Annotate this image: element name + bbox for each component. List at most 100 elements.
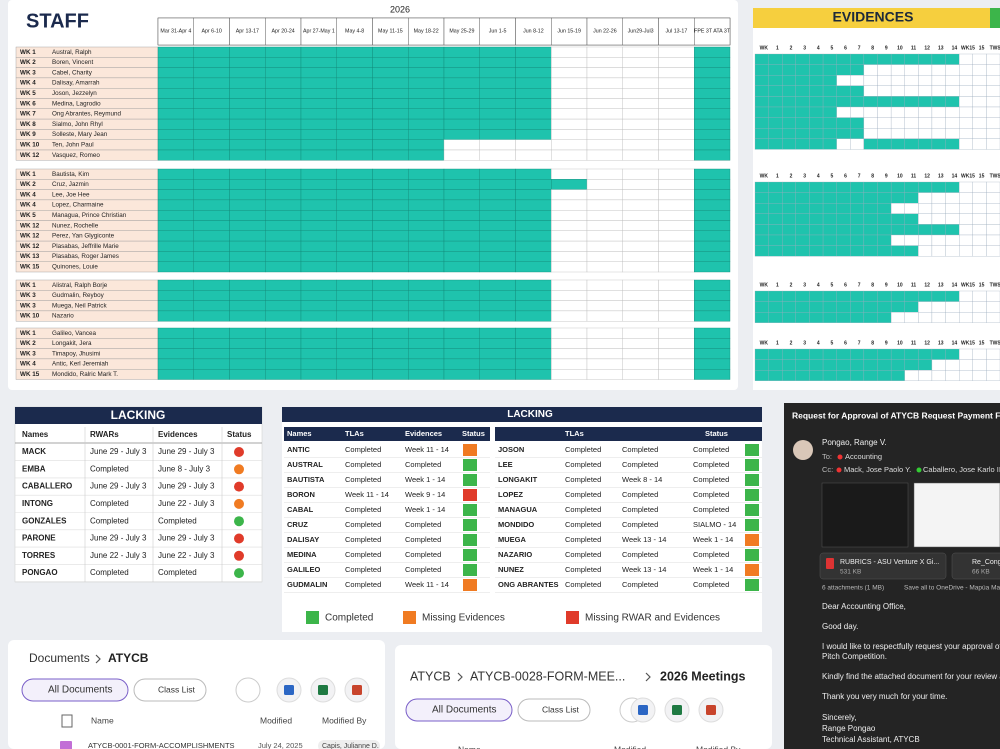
person-chip (318, 740, 380, 749)
schedule-cell (658, 338, 695, 349)
schedule-cell (372, 179, 409, 190)
staff-name: Solleste, Mary Jean (52, 131, 108, 138)
evidence-status: June 22 - July 3 (158, 551, 215, 560)
evidence-cell (754, 290, 769, 302)
evidence-cell (754, 213, 769, 225)
evidence-cell (890, 234, 905, 246)
schedule-cell (372, 57, 409, 68)
schedule-cell (157, 67, 194, 79)
evidence-cell (945, 64, 960, 76)
attachment-name[interactable]: Re_Cong... (972, 559, 1000, 566)
evidence-cell (754, 117, 769, 129)
schedule-cell (658, 67, 695, 79)
schedule-cell (586, 251, 623, 262)
schedule-cell (408, 179, 445, 190)
schedule-cell (658, 46, 695, 58)
evidence-status: Completed (622, 460, 658, 469)
schedule-cell (694, 261, 731, 273)
evidence-cell (754, 128, 769, 139)
evidence-cell (768, 117, 783, 129)
evidence-cell (768, 234, 783, 246)
office-icon (638, 705, 648, 715)
filter-button[interactable] (235, 677, 261, 703)
schedule-cell (300, 327, 337, 339)
evidence-column-header: 1 (776, 173, 779, 179)
status-square (745, 474, 759, 486)
evidence-cell (795, 359, 810, 371)
evidence-column-header: 13 (938, 45, 944, 51)
schedule-cell (658, 220, 695, 232)
student-name: GALILEO (287, 565, 320, 574)
file-name[interactable]: ATYCB-0001-FORM-ACCOMPLISHMENTS (88, 741, 235, 749)
evidence-cell (972, 138, 987, 150)
evidence-cell (986, 96, 1000, 108)
schedule-cell (479, 168, 516, 180)
column-header: Apr 6-10 (201, 28, 221, 34)
schedule-cell (157, 348, 194, 360)
schedule-cell (694, 369, 731, 380)
recipient-dot (916, 467, 922, 473)
schedule-cell (336, 220, 373, 232)
evidence-cell (959, 181, 973, 193)
schedule-cell (265, 179, 302, 190)
evidence-cell (972, 64, 987, 76)
evidence-cell (768, 213, 783, 225)
evidence-cell (850, 85, 865, 97)
tla-status: Completed (345, 445, 381, 454)
student-name: GONZALES (22, 516, 67, 525)
attachment-name[interactable]: RUBRICS - ASU Venture X Gi... (840, 559, 939, 566)
evidence-cell (850, 192, 865, 204)
attachment-card[interactable] (819, 552, 947, 580)
evidence-cell (945, 96, 960, 108)
view-button[interactable] (21, 678, 129, 702)
office-icon (318, 685, 328, 695)
view-button-label[interactable]: All Documents (432, 705, 496, 716)
breadcrumb: ATYCB (410, 669, 451, 683)
schedule-cell (372, 209, 409, 221)
extra-status: Completed (693, 460, 729, 469)
status-dot (234, 516, 244, 527)
evidence-cell (890, 85, 905, 97)
lacking-title-bar (15, 407, 262, 424)
schedule-cell (408, 98, 445, 110)
schedule-cell (157, 139, 194, 151)
schedule-cell (694, 209, 731, 221)
save-all-link[interactable]: Save all to OneDrive - Mapúa Ma... (904, 585, 1000, 592)
view-button-label[interactable]: Class List (542, 704, 579, 714)
schedule-cell (443, 300, 480, 312)
schedule-cell (658, 327, 695, 339)
evidence-cell (972, 290, 987, 302)
evidence-cell (918, 348, 933, 360)
evidence-cell (795, 234, 810, 246)
schedule-cell (193, 220, 230, 232)
view-button[interactable] (133, 678, 207, 702)
attachment-card[interactable] (951, 552, 1000, 580)
view-button[interactable] (405, 698, 513, 722)
view-button-label[interactable]: All Documents (48, 685, 112, 696)
schedule-cell (515, 139, 552, 151)
evidence-cell (877, 203, 892, 214)
evidence-column-header: 6 (844, 282, 847, 288)
schedule-cell (586, 139, 623, 151)
schedule-cell (479, 251, 516, 262)
schedule-cell (229, 77, 266, 89)
evidence-cell (931, 96, 946, 108)
evidence-cell (904, 128, 919, 139)
evidence-cell (986, 348, 1000, 360)
view-button[interactable] (517, 698, 591, 722)
evidence-column-header: 3 (803, 173, 806, 179)
evidence-column-header: 4 (817, 340, 820, 346)
evidence-cell (959, 64, 973, 76)
evidence-column-header: 1 (776, 340, 779, 346)
evidence-cell (890, 370, 905, 381)
table-header: Names (22, 430, 49, 439)
schedule-cell (193, 209, 230, 221)
schedule-cell (265, 168, 302, 180)
staff-title: STAFF (26, 10, 89, 32)
view-button-label[interactable]: Class List (158, 684, 195, 694)
evidence-cell (945, 75, 960, 86)
schedule-cell (658, 189, 695, 201)
schedule-cell (622, 220, 659, 232)
evidence-cell (768, 348, 783, 360)
evidence-cell (986, 192, 1000, 204)
